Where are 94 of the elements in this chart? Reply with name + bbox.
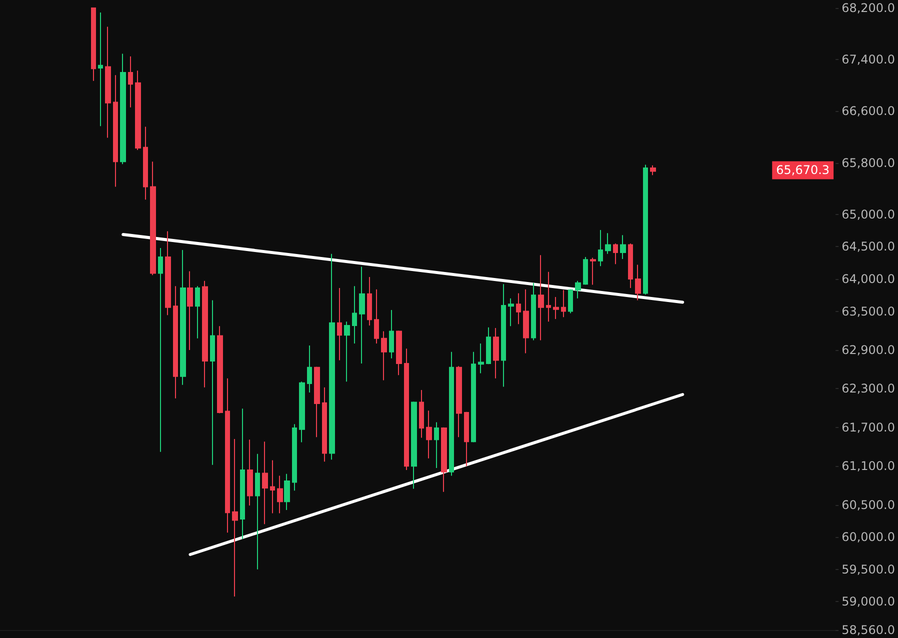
candlestick xyxy=(277,475,283,514)
candlestick xyxy=(98,12,103,127)
candlestick xyxy=(292,424,297,492)
candlestick xyxy=(531,282,536,341)
candlestick xyxy=(352,286,357,344)
candlestick xyxy=(516,292,521,325)
y-tick-label: 68,200.0 xyxy=(842,1,895,15)
candlestick xyxy=(381,330,387,381)
candlestick xyxy=(568,288,573,314)
candlestick xyxy=(262,441,268,525)
y-tick-label: 67,400.0 xyxy=(842,52,895,67)
candlestick xyxy=(113,74,118,188)
candlestick xyxy=(143,126,148,200)
candlestick xyxy=(478,343,484,374)
candlestick xyxy=(329,253,335,460)
candlestick xyxy=(613,243,618,265)
candlestick xyxy=(195,286,200,339)
candlestick xyxy=(247,439,253,506)
candlestick xyxy=(344,321,350,382)
candlestick xyxy=(173,286,178,399)
candlestick xyxy=(158,248,163,452)
candlestick xyxy=(359,266,365,364)
candlestick xyxy=(105,26,111,138)
candlestick xyxy=(91,8,96,82)
candlestick xyxy=(441,426,447,492)
candlestick xyxy=(307,344,312,394)
candlestick xyxy=(404,348,409,470)
y-tick-label: 62,300.0 xyxy=(842,382,895,396)
candlestick xyxy=(620,234,626,260)
candlestick xyxy=(165,230,171,316)
candlestick xyxy=(449,351,454,476)
candlestick xyxy=(650,164,656,176)
y-tick-label: 60,000.0 xyxy=(842,530,895,544)
candlestick xyxy=(367,276,372,326)
candlestick xyxy=(493,328,499,379)
candlestick xyxy=(120,53,126,165)
candlestick xyxy=(456,366,462,438)
y-tick-label: 64,000.0 xyxy=(842,272,895,286)
candlestick xyxy=(270,460,275,514)
y-tick-label: 61,100.0 xyxy=(842,459,895,474)
candlestick xyxy=(434,422,439,469)
candlestick xyxy=(299,381,305,443)
y-tick-label: 63,500.0 xyxy=(842,304,895,318)
candlestick xyxy=(419,389,424,438)
candlestick xyxy=(389,309,394,359)
candlestick xyxy=(374,288,379,344)
candlestick xyxy=(210,300,215,466)
y-tick-label: 66,600.0 xyxy=(842,104,895,118)
candlestick xyxy=(486,326,491,365)
candlestick xyxy=(187,270,193,350)
candlestick xyxy=(150,161,156,276)
candlestick xyxy=(128,56,133,108)
candlestick xyxy=(546,271,551,322)
candlestick xyxy=(255,453,260,570)
y-tick-label: 58,560.0 xyxy=(842,623,895,637)
candlestick xyxy=(501,284,506,388)
candlestick xyxy=(202,280,208,388)
candlestick xyxy=(538,254,544,341)
y-tick-label: 60,500.0 xyxy=(842,498,895,512)
y-tick-label: 61,700.0 xyxy=(842,420,895,434)
candlestick xyxy=(337,288,342,361)
y-tick-label: 65,000.0 xyxy=(842,207,895,222)
candlestick xyxy=(628,243,633,289)
candlestick xyxy=(561,289,566,318)
candlestick xyxy=(322,386,327,462)
annotation: 65,670.3 xyxy=(776,163,830,178)
candlestick xyxy=(225,378,230,534)
candlestick xyxy=(523,288,529,354)
candlestick xyxy=(464,411,469,467)
candlestick xyxy=(135,70,141,150)
candlestick xyxy=(240,408,245,540)
candlestick xyxy=(590,257,596,286)
y-tick-label: 59,000.0 xyxy=(842,594,895,609)
candlestick xyxy=(411,401,417,490)
candlestick xyxy=(284,473,290,510)
candlestick xyxy=(217,326,223,414)
candlestick xyxy=(508,298,514,327)
y-tick-label: 59,500.0 xyxy=(842,562,895,576)
candlestick xyxy=(575,280,581,299)
candlestick xyxy=(583,256,588,286)
candlestick xyxy=(643,164,648,295)
y-tick-label: 65,800.0 xyxy=(842,156,895,170)
candlestick xyxy=(314,366,320,438)
candlestick xyxy=(232,438,238,597)
candlestick xyxy=(426,410,432,459)
candlestick xyxy=(598,229,603,267)
candlestick xyxy=(605,232,611,254)
candlestick xyxy=(635,264,641,301)
candlestick xyxy=(471,351,476,443)
candlestick xyxy=(396,330,402,376)
y-tick-label: 64,500.0 xyxy=(842,240,895,254)
candlestick xyxy=(553,296,559,320)
y-tick-label: 62,900.0 xyxy=(842,342,895,357)
candlestick xyxy=(180,249,186,386)
